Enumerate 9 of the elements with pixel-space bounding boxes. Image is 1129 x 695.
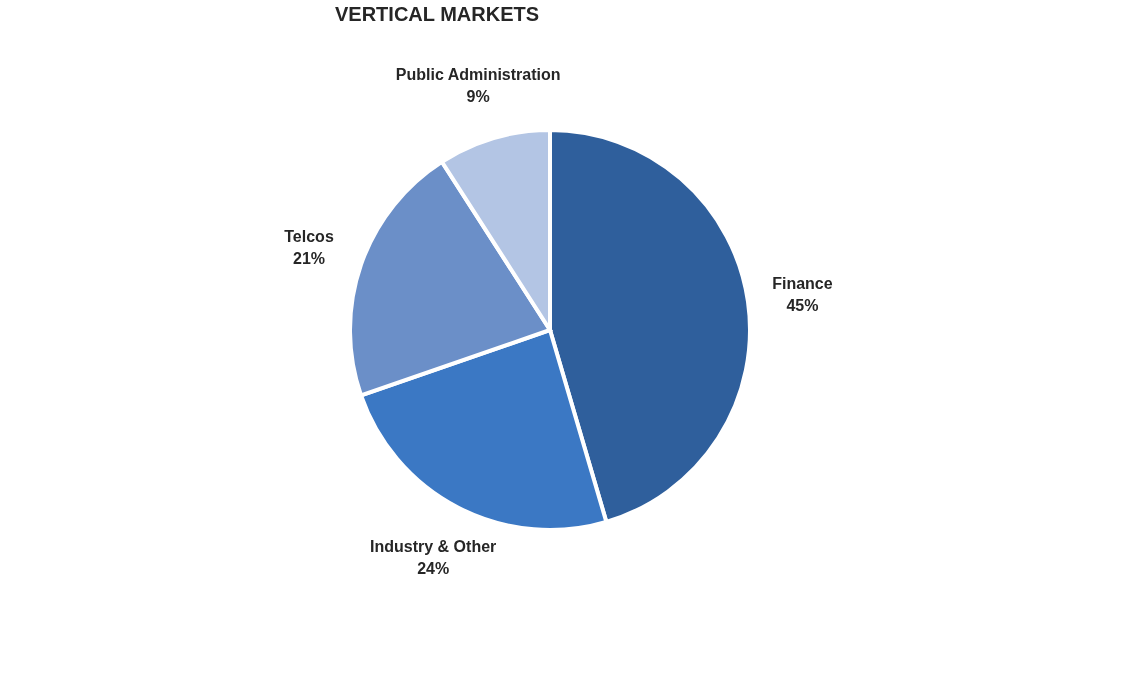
slice-label: Telcos — [284, 227, 334, 245]
data-label: 45% — [786, 296, 819, 314]
slice-label: Public Administration — [395, 66, 561, 84]
chart-title: VERTICAL MARKETS — [335, 3, 540, 25]
slice-label: Industry & Other — [370, 537, 497, 555]
data-label: 24% — [417, 559, 450, 577]
data-label: 21% — [293, 249, 326, 267]
slice-label: Finance — [772, 274, 833, 292]
data-label: 9% — [466, 88, 490, 106]
